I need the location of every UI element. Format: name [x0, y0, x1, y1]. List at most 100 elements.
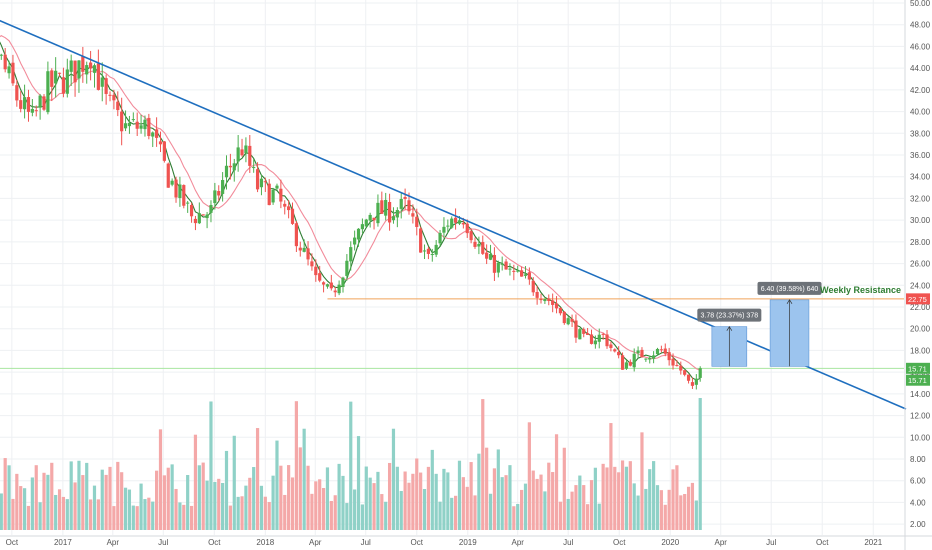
price-labels: Weekly Resistance 22.75 15.71 15.71 — [820, 285, 930, 386]
volume-bar — [100, 469, 104, 530]
candle-body — [279, 188, 283, 202]
candle-body — [341, 277, 345, 287]
candle-body — [221, 180, 225, 194]
volume-bar — [578, 475, 582, 530]
candle-body — [450, 218, 454, 228]
volume-bar — [89, 499, 93, 530]
ma-fast-line — [0, 41, 701, 381]
volume-bar — [364, 466, 368, 530]
candle-body — [65, 69, 69, 94]
candle — [609, 341, 613, 352]
candle-body — [57, 72, 62, 74]
volume-bar — [61, 496, 66, 530]
candle — [698, 366, 702, 382]
volume-bar — [135, 506, 139, 530]
volume-bar — [562, 447, 566, 530]
candle — [73, 60, 77, 97]
candle — [287, 200, 291, 219]
volume-bar — [193, 434, 198, 530]
candle — [547, 294, 551, 306]
volume-bar — [496, 449, 500, 530]
candle-body — [582, 329, 586, 334]
candle — [201, 214, 205, 216]
candle — [294, 220, 298, 252]
trendline[interactable] — [0, 18, 907, 410]
volume-bar — [624, 466, 629, 530]
candle-body — [399, 199, 403, 209]
volume-bar — [162, 475, 166, 530]
candle-body — [504, 261, 508, 270]
volume-bar — [267, 502, 271, 530]
candle-body — [158, 141, 163, 145]
y-tick-label: 34.00 — [910, 173, 931, 182]
candle — [686, 374, 691, 384]
volume-bar — [42, 472, 46, 530]
candle-body — [162, 141, 166, 161]
candle-body — [147, 117, 151, 137]
candle — [7, 60, 11, 79]
x-tick-label: Jul — [563, 538, 573, 547]
volume-bar — [566, 498, 570, 530]
volume-bar — [116, 461, 120, 530]
candle — [450, 216, 454, 229]
volume-bar — [589, 480, 594, 530]
candle-body — [617, 351, 621, 356]
volume-bar — [512, 506, 516, 530]
candle-body — [170, 180, 174, 185]
candle-body — [655, 348, 660, 355]
candle-body — [679, 365, 683, 371]
candle-body — [620, 355, 625, 370]
volume-bar — [96, 499, 100, 530]
candle — [232, 158, 236, 182]
candle — [446, 219, 450, 233]
volume-bar — [395, 466, 399, 530]
candle-body — [671, 358, 675, 366]
candle-body — [186, 202, 190, 204]
candle — [100, 62, 104, 102]
x-tick-label: Oct — [816, 538, 829, 547]
support-price-badge — [906, 362, 930, 374]
candle-body — [368, 214, 372, 221]
candle-body — [453, 217, 458, 223]
candle-body — [22, 97, 27, 110]
measure-boxes[interactable]: 3.78 (23.37%) 378 6.40 (39.58%) 640 — [697, 281, 822, 367]
volume-bar — [7, 465, 11, 530]
volume-bar — [376, 471, 380, 530]
volume-bar — [287, 465, 291, 530]
volume-bar — [523, 483, 528, 530]
candle — [57, 72, 62, 77]
candle-body — [205, 214, 209, 219]
volume-bar — [0, 493, 3, 530]
volume-bar — [34, 465, 38, 530]
volume-bar — [228, 505, 232, 530]
candle — [380, 191, 384, 214]
candle — [116, 91, 120, 117]
candle-body — [201, 214, 205, 216]
candle-body — [263, 181, 267, 183]
downtrend-line[interactable] — [0, 18, 907, 410]
candle — [391, 207, 396, 224]
candle — [551, 293, 555, 313]
candle-body — [100, 77, 104, 87]
candle-body — [554, 303, 559, 309]
candle — [54, 57, 58, 98]
candle-body — [683, 370, 687, 375]
candle-body — [7, 66, 11, 74]
candle — [640, 347, 644, 358]
candle-body — [644, 358, 648, 360]
candle — [422, 244, 427, 260]
candle-body — [543, 298, 547, 302]
volume-bar — [426, 466, 431, 530]
candle — [620, 352, 625, 370]
candle — [442, 217, 446, 239]
candle — [675, 360, 679, 367]
volume-bar — [593, 467, 597, 530]
volume-bar — [275, 440, 279, 530]
candle — [648, 355, 652, 364]
volume-bar — [147, 497, 151, 530]
candle — [321, 281, 326, 293]
candle — [127, 115, 132, 134]
candle — [77, 60, 81, 93]
volume-bar — [457, 460, 462, 530]
